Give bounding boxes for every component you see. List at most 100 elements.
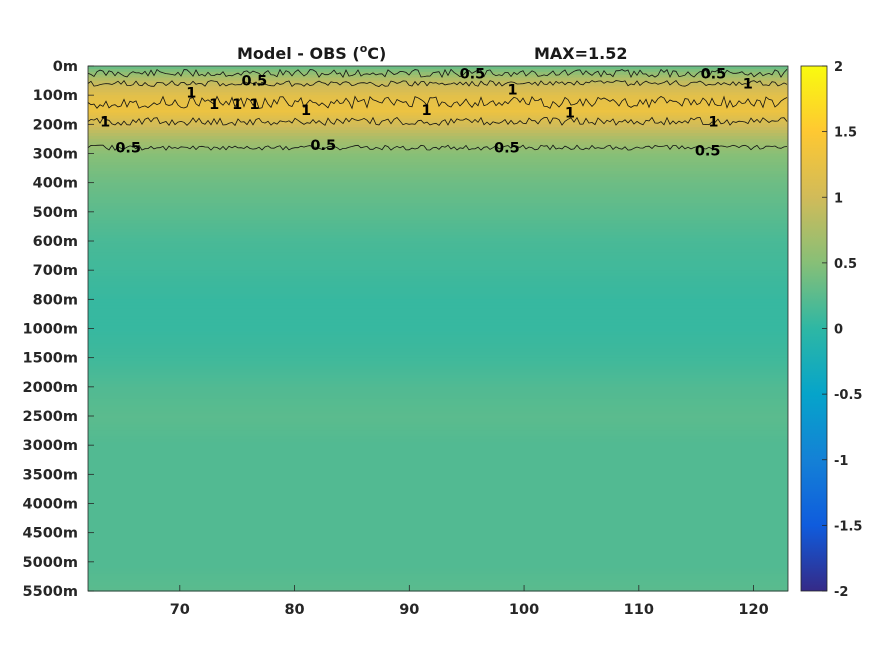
heatmap-band — [88, 95, 788, 99]
contour-label: 1 — [421, 103, 431, 119]
x-axis-ticks: 70 80 90 100 110 120 — [170, 585, 769, 618]
heatmap-band — [88, 112, 788, 117]
heatmap-band — [88, 372, 788, 376]
heatmap-band — [88, 337, 788, 341]
heatmap-band — [88, 375, 788, 379]
heatmap-band — [88, 238, 788, 242]
heatmap-band — [88, 319, 788, 324]
y-tick-label: 100m — [33, 88, 78, 104]
heatmap-band — [88, 523, 788, 528]
heatmap-band — [88, 118, 788, 123]
heatmap-band — [88, 407, 788, 411]
heatmap-band — [88, 521, 788, 525]
heatmap-band — [88, 486, 788, 490]
heatmap-band — [88, 150, 788, 155]
contour-label: 1 — [186, 85, 196, 101]
heatmap-band — [88, 153, 788, 158]
contour-label: 1 — [209, 97, 219, 113]
heatmap-band — [88, 588, 788, 592]
heatmap-band — [88, 103, 788, 108]
x-tick-label: 90 — [399, 602, 419, 618]
heatmap-band — [88, 433, 788, 438]
heatmap-band — [88, 550, 788, 554]
heatmap-band — [88, 208, 788, 213]
contour-line — [87, 68, 788, 79]
heatmap-band — [88, 293, 788, 298]
heatmap-band — [88, 264, 788, 268]
heatmap-band — [88, 308, 788, 312]
heatmap-band — [88, 305, 788, 309]
heatmap-band — [88, 246, 788, 251]
heatmap-band — [88, 392, 788, 397]
heatmap-band — [88, 526, 788, 531]
heatmap-band — [88, 188, 788, 193]
heatmap-band — [88, 401, 788, 405]
heatmap-band — [88, 462, 788, 467]
heatmap-band — [88, 261, 788, 265]
heatmap-band — [88, 229, 788, 233]
heatmap-band — [88, 214, 788, 219]
x-tick-label: 80 — [284, 602, 304, 618]
heatmap-band — [88, 494, 788, 499]
heatmap-band — [88, 124, 788, 128]
contour-label: 1 — [708, 114, 718, 130]
heatmap-band — [88, 445, 788, 449]
contour-label: 0.5 — [310, 138, 336, 154]
heatmap-band — [88, 556, 788, 560]
heatmap-band — [88, 541, 788, 545]
heatmap-band — [88, 176, 788, 181]
heatmap-band — [88, 296, 788, 300]
heatmap-band — [88, 346, 788, 350]
heatmap-band — [88, 235, 788, 239]
heatmap-band — [88, 503, 788, 508]
heatmap-band — [88, 529, 788, 534]
heatmap-band — [88, 538, 788, 543]
heatmap-band — [88, 241, 788, 245]
heatmap-band — [88, 159, 788, 163]
heatmap-band — [88, 223, 788, 228]
heatmap-band — [88, 226, 788, 230]
heatmap-band — [88, 267, 788, 271]
heatmap-band — [88, 389, 788, 394]
heatmap-band — [88, 252, 788, 257]
heatmap-band — [88, 243, 788, 248]
heatmap-band — [88, 83, 788, 88]
heatmap-band — [88, 182, 788, 187]
heatmap-band — [88, 398, 788, 403]
heatmap-band — [88, 147, 788, 152]
contour-label: 0.5 — [460, 66, 486, 82]
heatmap-band — [88, 564, 788, 569]
heatmap-band — [88, 465, 788, 470]
heatmap-band — [88, 416, 788, 420]
title-degree-sup: o — [360, 42, 368, 55]
heatmap-band — [88, 570, 788, 575]
heatmap-band — [88, 328, 788, 333]
contour-label: 0.5 — [115, 141, 141, 157]
contour-label: 0.5 — [695, 144, 721, 160]
heatmap-band — [88, 448, 788, 452]
heatmap-band — [88, 424, 788, 429]
x-tick-label: 70 — [170, 602, 190, 618]
heatmap-band — [88, 133, 788, 137]
heatmap-band — [88, 165, 788, 169]
heatmap-band — [88, 127, 788, 131]
heatmap-band — [88, 497, 788, 502]
heatmap-band — [88, 141, 788, 146]
heatmap-band — [88, 249, 788, 254]
heatmap-band — [88, 334, 788, 338]
heatmap-band — [88, 68, 788, 73]
y-tick-label: 700m — [33, 263, 78, 279]
heatmap-band — [88, 136, 788, 140]
y-tick-label: 0m — [53, 59, 78, 75]
heatmap-band — [88, 547, 788, 551]
heatmap-bands — [88, 66, 788, 592]
heatmap-band — [88, 89, 788, 93]
y-tick-label: 2500m — [23, 409, 78, 425]
heatmap-band — [88, 325, 788, 330]
heatmap-band — [88, 404, 788, 408]
x-tick-label: 120 — [738, 602, 768, 618]
heatmap-band — [88, 381, 788, 385]
heatmap-band — [88, 383, 788, 388]
contour-label: 0.5 — [494, 141, 520, 157]
